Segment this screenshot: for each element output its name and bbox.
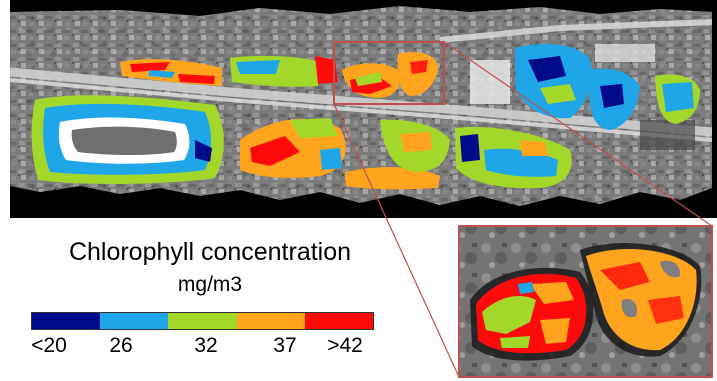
legend-tick-label: >42 [327,334,363,357]
legend-tick-label: 37 [273,334,297,357]
legend-tick-label: <20 [31,334,67,357]
legend-swatch-1 [100,313,169,329]
inset-connector-lines [333,41,713,378]
pond-central [240,118,346,178]
legend-unit: mg/m3 [177,273,243,296]
legend-tick-label: 32 [194,334,218,357]
pond-west [31,95,224,184]
legend-color-bar [31,312,374,330]
pond-northeast [515,44,700,130]
legend-tick-label: 26 [109,334,133,357]
pond-north-1 [120,59,222,86]
pond-east-center [455,126,572,189]
inset-detail [458,225,713,378]
pond-center-right [345,119,450,190]
legend-title: Chlorophyll concentration [68,238,352,266]
legend-swatch-0 [32,313,101,329]
pond-north-2 [230,55,338,87]
highlight-box [333,41,445,105]
pond-boxed [342,51,439,98]
water-bodies [31,44,700,190]
legend-swatch-3 [236,313,305,329]
legend-swatch-2 [168,313,237,329]
legend-swatch-4 [304,313,374,329]
